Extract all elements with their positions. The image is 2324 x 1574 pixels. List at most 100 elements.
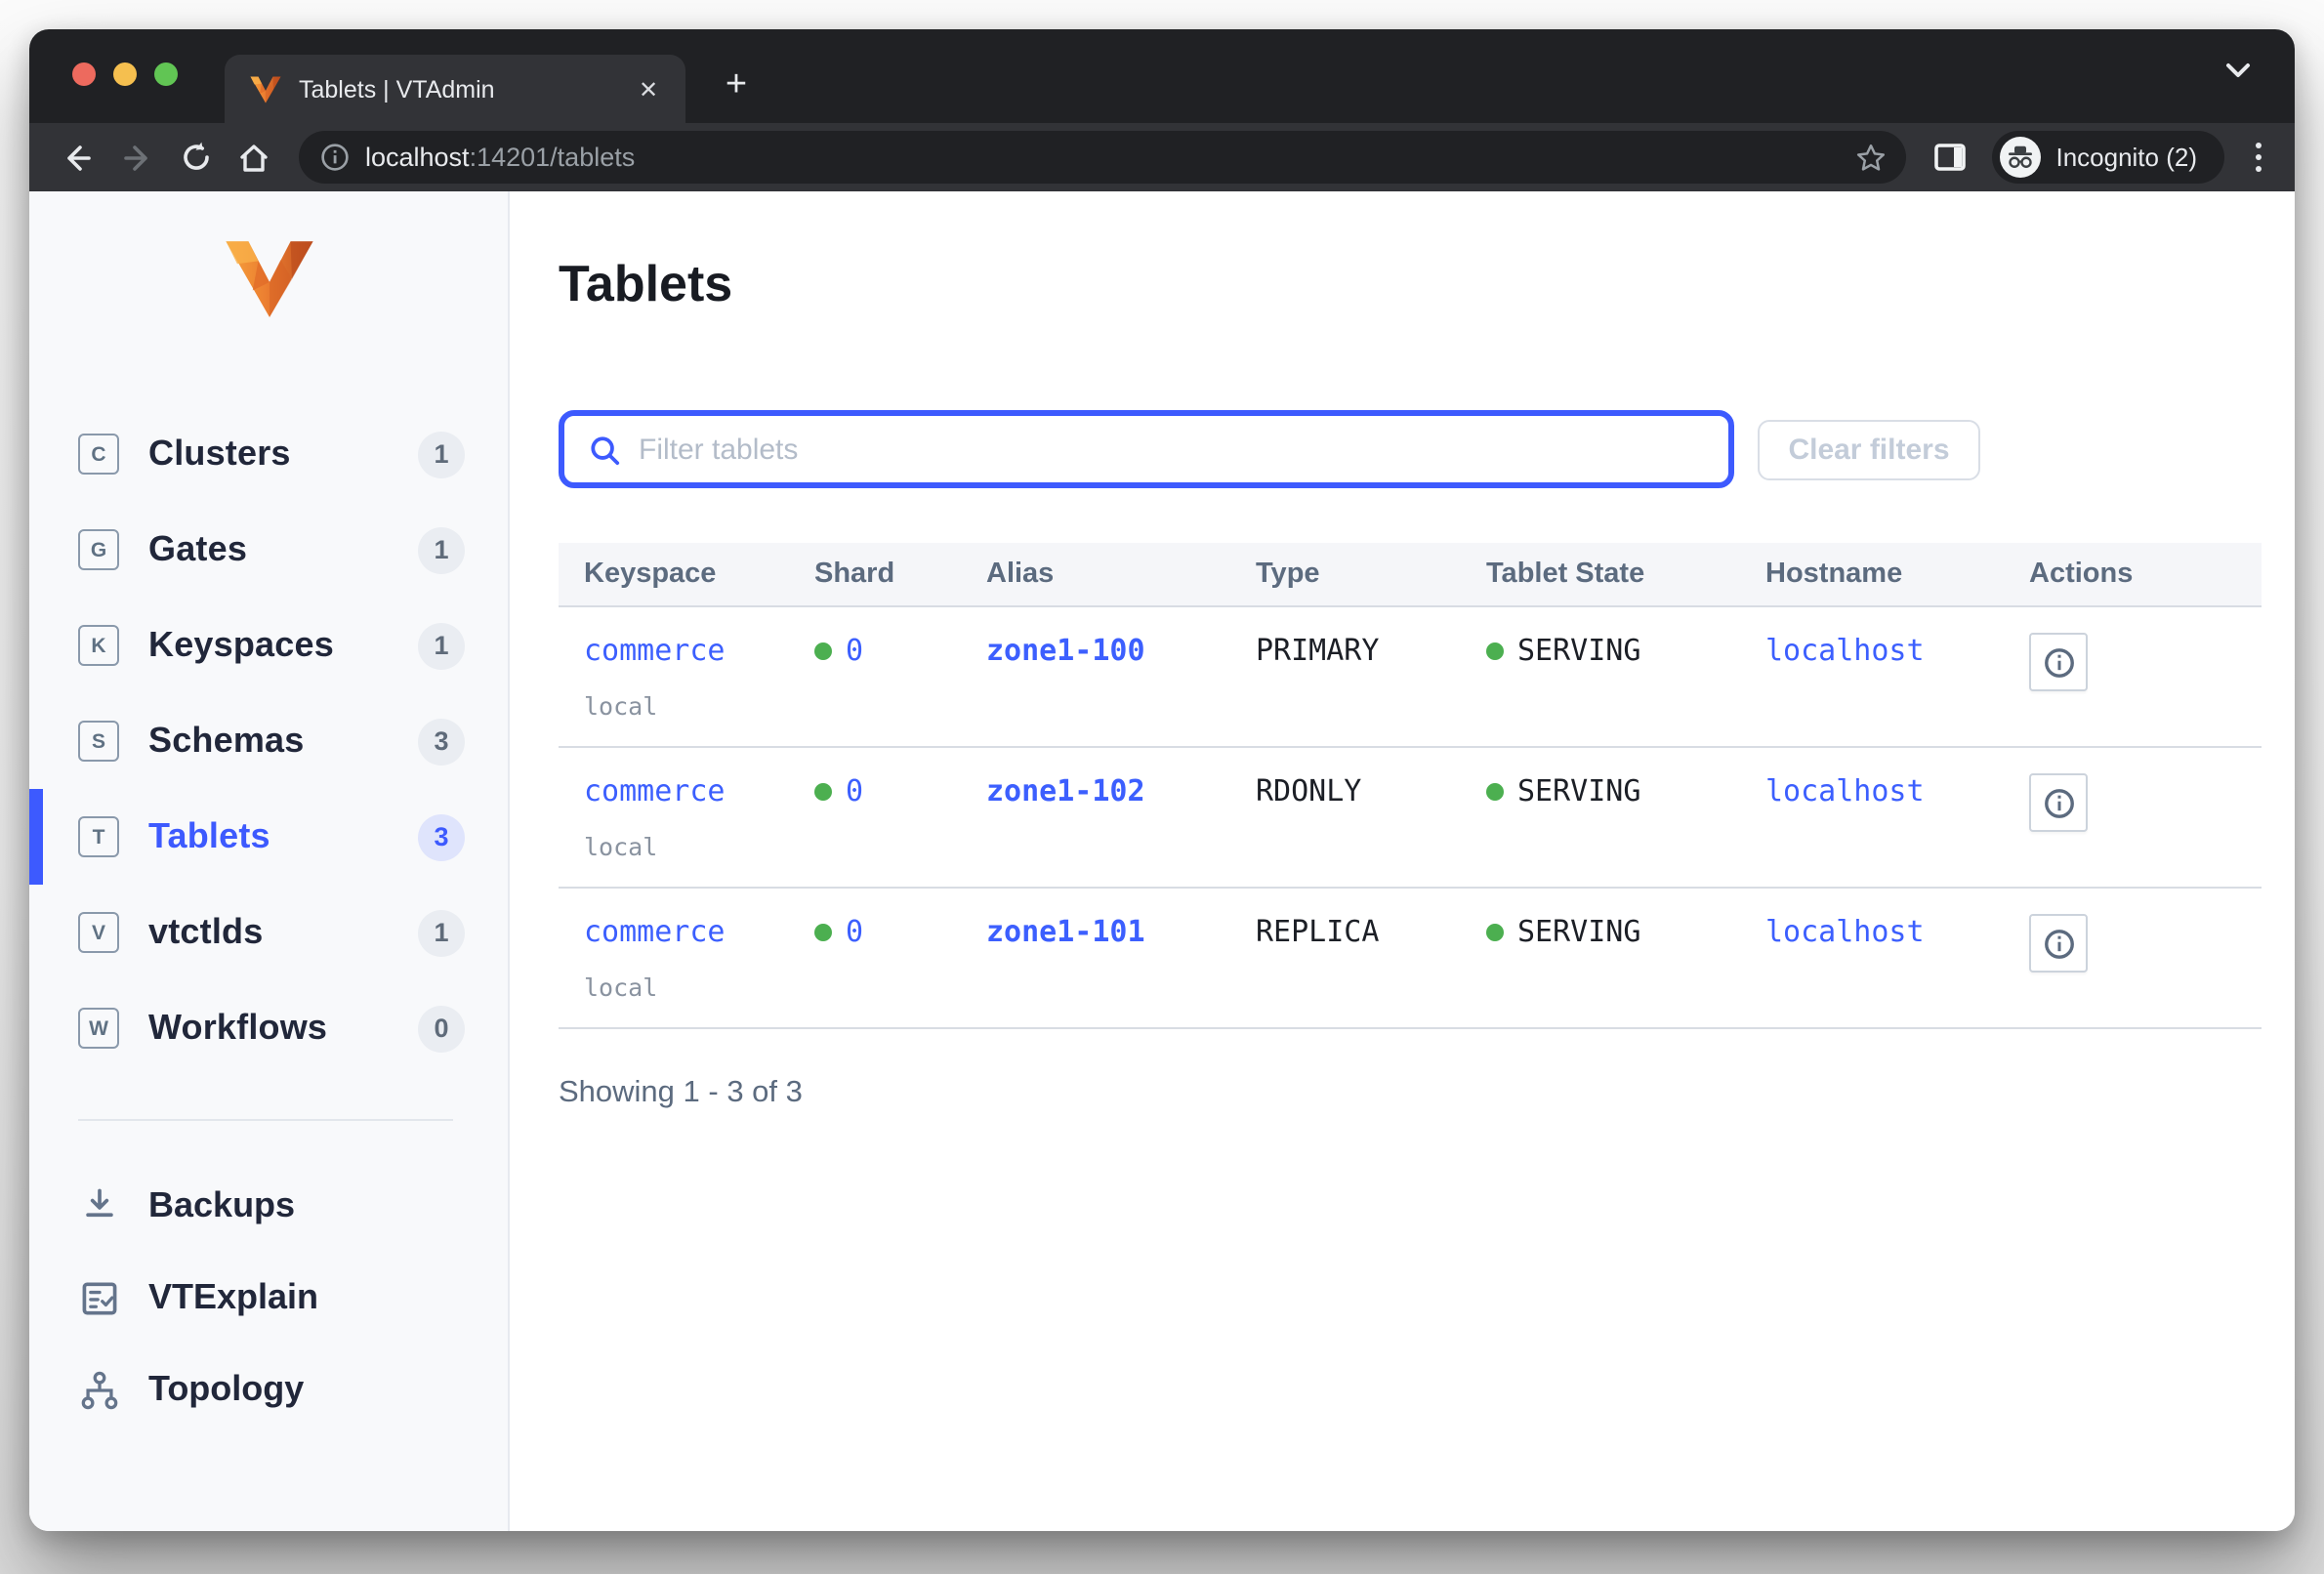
reload-button[interactable] [170, 132, 221, 183]
hostname-cell: localhost [1765, 633, 2029, 670]
new-tab-button[interactable]: + [725, 64, 748, 105]
count-badge: 1 [418, 526, 465, 573]
workflows-icon: W [78, 1008, 119, 1049]
browser-toolbar: localhost:14201/tablets [29, 123, 2295, 191]
cluster-label: local [584, 973, 658, 1002]
keyspace-link[interactable]: commerce [584, 633, 726, 668]
sidebar-item-vtctlds[interactable]: V vtctlds 1 [29, 885, 508, 980]
tablet-state-label: SERVING [1517, 773, 1641, 808]
side-panel-button[interactable] [1925, 132, 1975, 183]
tab-close-icon[interactable]: ✕ [638, 75, 659, 103]
back-button[interactable] [53, 132, 104, 183]
tablet-info-button[interactable] [2029, 633, 2088, 691]
tab-search-chevron-icon[interactable] [2224, 57, 2252, 84]
home-button[interactable] [228, 132, 279, 183]
zoom-window-button[interactable] [154, 62, 178, 86]
sidebar-item-vtexplain[interactable]: VTExplain [29, 1252, 508, 1344]
column-header-alias: Alias [986, 559, 1055, 590]
sidebar-item-label: Tablets [148, 816, 270, 855]
serving-status-dot [1486, 642, 1504, 659]
vtctlds-icon: V [78, 912, 119, 953]
table-header: Keyspace Shard Alias Type Tablet State H… [559, 543, 2262, 607]
filter-tablets-input[interactable] [639, 433, 1709, 466]
type-cell: REPLICA [1256, 914, 1380, 949]
actions-cell [2029, 773, 2262, 832]
serving-status-dot [1486, 782, 1504, 800]
schemas-icon: S [78, 721, 119, 762]
sidebar-item-tablets[interactable]: T Tablets 3 [29, 789, 508, 885]
shard-link[interactable]: 0 [846, 773, 864, 808]
keyspaces-icon: K [78, 625, 119, 666]
tablet-info-button[interactable] [2029, 914, 2088, 973]
info-icon [2044, 788, 2073, 817]
sidebar-item-backups[interactable]: Backups [29, 1160, 508, 1252]
sidebar-item-label: Workflows [148, 1008, 328, 1047]
vitess-logo [29, 238, 508, 320]
browser-menu-button[interactable] [2240, 136, 2275, 179]
sidebar-item-schemas[interactable]: S Schemas 3 [29, 693, 508, 789]
info-icon [2044, 929, 2073, 958]
topology-icon [81, 1370, 118, 1409]
filter-row: Clear filters [559, 410, 2262, 488]
shard-link[interactable]: 0 [846, 633, 864, 668]
sidebar-item-label: VTExplain [148, 1277, 319, 1316]
tablet-info-button[interactable] [2029, 773, 2088, 832]
keyspace-cell: commerce local [559, 633, 814, 721]
alias-cell: zone1-100 [986, 633, 1256, 670]
count-badge: 1 [418, 431, 465, 477]
sidebar-divider [78, 1119, 453, 1121]
sidebar: C Clusters 1 G Gates 1 K Keyspaces 1 S S… [29, 191, 510, 1531]
table-row: commerce local 0 zone1-100 PRIMARY [559, 607, 2262, 748]
shard-status-dot [814, 782, 832, 800]
hostname-cell: localhost [1765, 773, 2029, 810]
table-row: commerce local 0 zone1-102 RDONLY [559, 748, 2262, 889]
keyspace-link[interactable]: commerce [584, 914, 726, 949]
clear-filters-button[interactable]: Clear filters [1758, 419, 1980, 479]
sidebar-item-topology[interactable]: Topology [29, 1344, 508, 1435]
sidebar-item-gates[interactable]: G Gates 1 [29, 502, 508, 598]
alias-link[interactable]: zone1-101 [986, 914, 1145, 949]
hostname-link[interactable]: localhost [1765, 773, 1925, 808]
browser-window: Tablets | VTAdmin ✕ + [29, 29, 2295, 1531]
minimize-window-button[interactable] [113, 62, 137, 86]
forward-button[interactable] [111, 132, 162, 183]
serving-status-dot [1486, 923, 1504, 940]
tab-strip: Tablets | VTAdmin ✕ + [29, 29, 2295, 123]
tab-title: Tablets | VTAdmin [299, 75, 495, 103]
column-header-shard: Shard [814, 559, 895, 590]
sidebar-item-label: Topology [148, 1369, 305, 1408]
actions-cell [2029, 914, 2262, 973]
table-row: commerce local 0 zone1-101 REPLICA [559, 889, 2262, 1029]
search-icon [591, 435, 620, 465]
incognito-icon [1999, 137, 2041, 178]
close-window-button[interactable] [72, 62, 96, 86]
keyspace-link[interactable]: commerce [584, 773, 726, 808]
site-info-icon[interactable] [320, 143, 350, 172]
sidebar-item-label: Gates [148, 529, 248, 568]
alias-link[interactable]: zone1-102 [986, 773, 1145, 808]
vitess-favicon [250, 75, 281, 103]
tab-tablets[interactable]: Tablets | VTAdmin ✕ [225, 55, 685, 123]
sidebar-item-keyspaces[interactable]: K Keyspaces 1 [29, 598, 508, 693]
main-content: Tablets Clear filters Keyspace Shar [510, 191, 2295, 1531]
count-badge: 0 [418, 1005, 465, 1052]
bookmark-star-icon[interactable] [1854, 142, 1886, 173]
hostname-cell: localhost [1765, 914, 2029, 951]
column-header-keyspace: Keyspace [584, 559, 717, 590]
alias-cell: zone1-101 [986, 914, 1256, 951]
hostname-link[interactable]: localhost [1765, 914, 1925, 949]
shard-cell: 0 [814, 633, 986, 668]
hostname-link[interactable]: localhost [1765, 633, 1925, 668]
shard-cell: 0 [814, 773, 986, 808]
count-badge: 1 [418, 909, 465, 956]
shard-cell: 0 [814, 914, 986, 949]
window-controls [72, 62, 178, 86]
alias-link[interactable]: zone1-100 [986, 633, 1145, 668]
address-bar[interactable]: localhost:14201/tablets [299, 131, 1906, 184]
shard-link[interactable]: 0 [846, 914, 864, 949]
sidebar-item-workflows[interactable]: W Workflows 0 [29, 980, 508, 1076]
profile-incognito-badge[interactable]: Incognito (2) [1991, 131, 2224, 184]
count-badge: 3 [418, 718, 465, 765]
sidebar-item-clusters[interactable]: C Clusters 1 [29, 406, 508, 502]
